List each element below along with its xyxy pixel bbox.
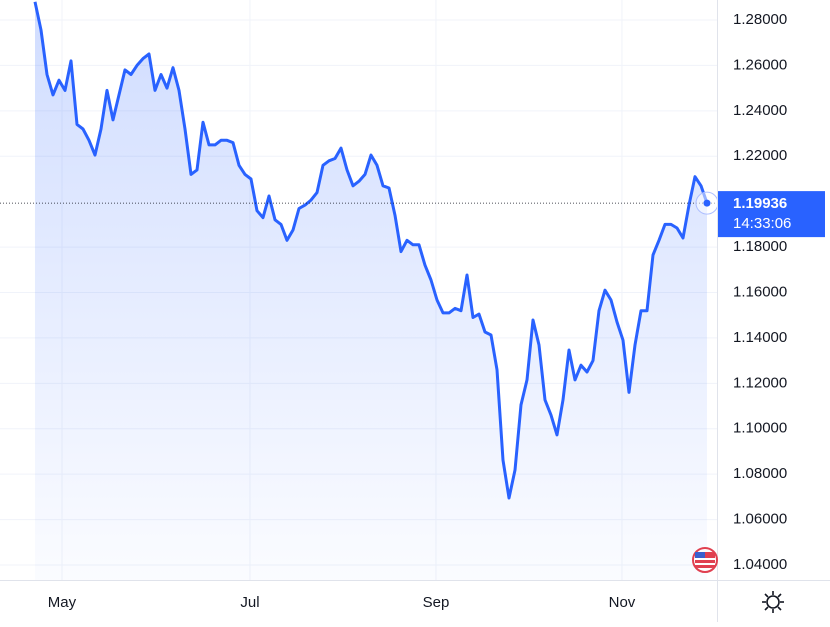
x-tick-label: Jul bbox=[240, 594, 259, 611]
last-price-dot bbox=[703, 199, 711, 207]
flag-icon bbox=[692, 547, 718, 573]
x-tick-label: Nov bbox=[609, 594, 636, 611]
axes: 1.04000 1.06000 1.08000 1.10000 1.12000 1.140… bbox=[48, 11, 825, 611]
y-tick-label: 1.18000 bbox=[733, 238, 787, 255]
y-tick-label: 1.16000 bbox=[733, 283, 787, 300]
y-tick-label: 1.28000 bbox=[733, 11, 787, 28]
last-price-label: 1.19936 bbox=[733, 195, 787, 212]
price-line bbox=[33, 1, 709, 500]
y-tick-label: 1.26000 bbox=[733, 56, 787, 73]
x-tick-label: Sep bbox=[423, 594, 450, 611]
y-tick-label: 1.06000 bbox=[733, 511, 787, 528]
x-tick-label: May bbox=[48, 594, 77, 611]
last-time-label: 14:33:06 bbox=[733, 215, 791, 232]
price-badge bbox=[718, 191, 825, 238]
y-tick-label: 1.04000 bbox=[733, 556, 787, 573]
plot bbox=[0, 1, 719, 581]
area bbox=[34, 1, 708, 581]
y-tick-label: 1.10000 bbox=[733, 420, 787, 437]
y-tick-label: 1.12000 bbox=[733, 374, 787, 391]
y-tick-label: 1.08000 bbox=[733, 465, 787, 482]
y-tick-label: 1.14000 bbox=[733, 329, 787, 346]
y-tick-label: 1.22000 bbox=[733, 147, 787, 164]
y-tick-label: 1.24000 bbox=[733, 102, 787, 119]
settings-button[interactable] bbox=[762, 591, 784, 613]
